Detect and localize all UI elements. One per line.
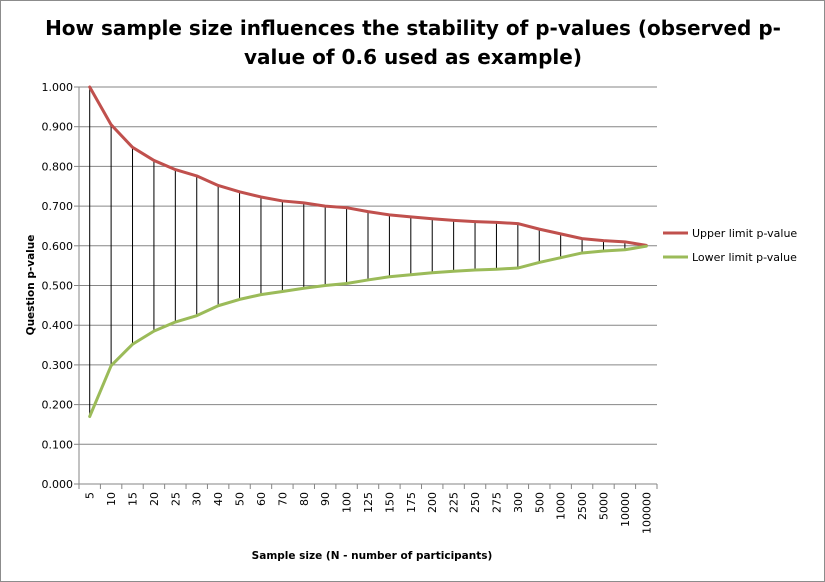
x-tick-label: 500 — [533, 492, 546, 513]
x-tick-label: 80 — [298, 492, 311, 506]
legend-label: Lower limit p-value — [692, 251, 797, 264]
chart-title: How sample size influences the stability… — [45, 16, 781, 69]
x-tick-label: 15 — [127, 492, 140, 506]
range-lines — [89, 87, 647, 417]
legend: Upper limit p-value Lower limit p-value — [663, 227, 797, 264]
x-tick-label: 30 — [191, 492, 204, 506]
x-tick-label: 175 — [405, 492, 418, 513]
x-tick-label: 50 — [234, 492, 247, 506]
x-tick-label: 10000 — [619, 492, 632, 527]
series-lines — [88, 85, 648, 419]
x-tick-label: 10 — [105, 492, 118, 506]
y-tick-label: 0.800 — [42, 160, 74, 173]
chart-title-line-1: How sample size influences the stability… — [45, 16, 781, 40]
axes — [74, 86, 658, 489]
x-tick-label: 5000 — [597, 492, 610, 520]
x-tick-label: 225 — [448, 492, 461, 513]
x-tick-label: 90 — [319, 492, 332, 506]
y-tick-label: 0.400 — [42, 319, 74, 332]
y-tick-label: 0.900 — [42, 121, 74, 134]
x-tick-label: 275 — [490, 492, 503, 513]
y-tick-label: 1.000 — [42, 81, 74, 94]
x-axis-title: Sample size (N - number of participants) — [252, 550, 493, 562]
x-tick-labels: 5 10 15 20 25 30 40 50 60 70 80 90 100 125 150 175 200 22… — [84, 492, 654, 534]
x-tick-label: 40 — [212, 492, 225, 506]
y-tick-label: 0.000 — [42, 478, 74, 491]
y-tick-label: 0.100 — [42, 438, 74, 451]
x-tick-label: 250 — [469, 492, 482, 513]
lower-limit-series-line — [88, 244, 648, 419]
x-tick-label: 20 — [148, 492, 161, 506]
x-tick-label: 25 — [169, 492, 182, 506]
legend-label: Upper limit p-value — [692, 227, 797, 240]
y-tick-label: 0.700 — [42, 200, 74, 213]
y-tick-labels: 0.000 0.100 0.200 0.300 0.400 0.500 0.600 0.700… — [42, 81, 74, 491]
x-tick-label: 60 — [255, 492, 268, 506]
y-tick-label: 0.300 — [42, 359, 74, 372]
upper-limit-series-line — [88, 85, 648, 247]
x-tick-label: 2500 — [576, 492, 589, 520]
x-tick-label: 5 — [84, 492, 97, 499]
x-tick-label: 1000 — [555, 492, 568, 520]
chart-title-line-2: value of 0.6 used as example) — [244, 45, 582, 69]
x-tick-label: 70 — [276, 492, 289, 506]
x-tick-label: 200 — [426, 492, 439, 513]
y-tick-label: 0.500 — [42, 280, 74, 293]
y-axis-title: Question p-value — [25, 235, 37, 336]
y-tick-label: 0.600 — [42, 240, 74, 253]
x-tick-label: 125 — [362, 492, 375, 513]
x-tick-label: 100000 — [640, 492, 653, 534]
x-tick-label: 150 — [383, 492, 396, 513]
x-tick-label: 300 — [512, 492, 525, 513]
y-tick-label: 0.200 — [42, 399, 74, 412]
x-tick-label: 100 — [341, 492, 354, 513]
